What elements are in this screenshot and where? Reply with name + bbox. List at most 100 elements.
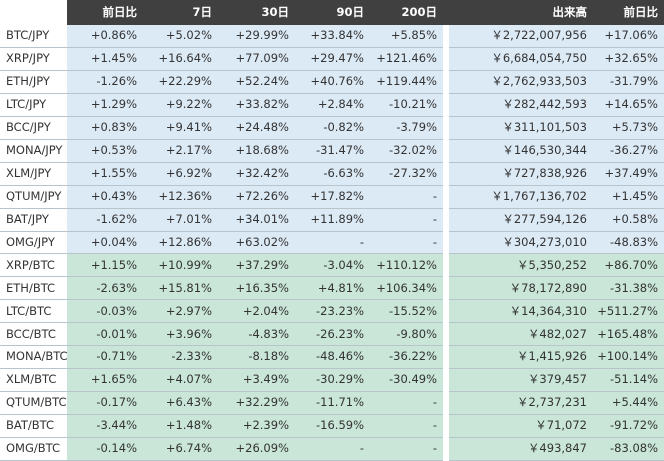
pair-name: BCC/JPY (0, 116, 67, 140)
value-cell: +29.99% (218, 25, 295, 48)
value-cell: -0.71% (67, 346, 143, 370)
value-cell: ￥6,684,054,750 (449, 47, 593, 71)
value-cell: -8.18% (218, 346, 295, 370)
value-cell: ￥146,530,344 (449, 139, 593, 163)
value-cell: +7.01% (143, 208, 218, 232)
value-cell: -48.83% (593, 231, 664, 255)
value-cell: ￥2,762,933,503 (449, 70, 593, 94)
gap (443, 47, 449, 71)
value-cell: ￥14,364,310 (449, 300, 593, 324)
pair-name: QTUM/JPY (0, 185, 67, 209)
value-cell: +14.65% (593, 93, 664, 117)
value-cell: -31.47% (295, 139, 370, 163)
value-cell: +26.09% (218, 438, 295, 461)
column-header: 前日比 (67, 0, 143, 25)
value-cell: - (370, 185, 443, 209)
gap (443, 93, 449, 117)
value-cell: +3.49% (218, 369, 295, 393)
value-cell: +1.15% (67, 254, 143, 278)
gap (443, 415, 449, 439)
value-cell: ￥1,767,136,702 (449, 185, 593, 209)
gap (443, 208, 449, 232)
value-cell: +6.43% (143, 392, 218, 416)
pair-name: BTC/JPY (0, 25, 67, 48)
gap (443, 185, 449, 209)
column-header: 出来高 (449, 0, 593, 25)
value-cell: -3.44% (67, 415, 143, 439)
value-cell: -30.49% (370, 369, 443, 393)
value-cell: -2.63% (67, 277, 143, 301)
value-cell: +63.02% (218, 231, 295, 255)
value-cell: - (370, 392, 443, 416)
value-cell: +2.84% (295, 93, 370, 117)
gap (443, 346, 449, 370)
value-cell: +1.45% (593, 185, 664, 209)
value-cell: +52.24% (218, 70, 295, 94)
value-cell: +2.97% (143, 300, 218, 324)
value-cell: -4.83% (218, 323, 295, 347)
value-cell: +32.65% (593, 47, 664, 71)
value-cell: +0.04% (67, 231, 143, 255)
value-cell: +5.44% (593, 392, 664, 416)
value-cell: - (370, 438, 443, 461)
pair-name: ETH/BTC (0, 277, 67, 301)
value-cell: ￥379,457 (449, 369, 593, 393)
value-cell: +37.29% (218, 254, 295, 278)
header-gap (443, 0, 449, 25)
value-cell: - (295, 231, 370, 255)
value-cell: -15.52% (370, 300, 443, 324)
pair-name: LTC/JPY (0, 93, 67, 117)
value-cell: +9.22% (143, 93, 218, 117)
value-cell: +4.07% (143, 369, 218, 393)
value-cell: -9.80% (370, 323, 443, 347)
pair-name: OMG/JPY (0, 231, 67, 255)
value-cell: -23.23% (295, 300, 370, 324)
column-header: 前日比 (593, 0, 664, 25)
gap (443, 139, 449, 163)
gap (443, 300, 449, 324)
value-cell: -3.79% (370, 116, 443, 140)
value-cell: +1.48% (143, 415, 218, 439)
gap (443, 323, 449, 347)
value-cell: ￥277,594,126 (449, 208, 593, 232)
value-cell: +6.74% (143, 438, 218, 461)
value-cell: -2.33% (143, 346, 218, 370)
column-header: 7日 (143, 0, 218, 25)
value-cell: -26.23% (295, 323, 370, 347)
value-cell: -30.29% (295, 369, 370, 393)
value-cell: +15.81% (143, 277, 218, 301)
value-cell: -36.27% (593, 139, 664, 163)
pair-name: MONA/JPY (0, 139, 67, 163)
value-cell: +33.84% (295, 25, 370, 48)
value-cell: +165.48% (593, 323, 664, 347)
pair-name: OMG/BTC (0, 438, 67, 461)
value-cell: +2.04% (218, 300, 295, 324)
value-cell: +2.17% (143, 139, 218, 163)
value-cell: +17.82% (295, 185, 370, 209)
value-cell: ￥2,722,007,956 (449, 25, 593, 48)
value-cell: +0.53% (67, 139, 143, 163)
value-cell: -6.63% (295, 162, 370, 186)
pair-name: XLM/BTC (0, 369, 67, 393)
value-cell: +16.35% (218, 277, 295, 301)
value-cell: +1.65% (67, 369, 143, 393)
value-cell: -31.79% (593, 70, 664, 94)
value-cell: +32.42% (218, 162, 295, 186)
value-cell: +29.47% (295, 47, 370, 71)
value-cell: ￥5,350,252 (449, 254, 593, 278)
value-cell: +11.89% (295, 208, 370, 232)
value-cell: -51.14% (593, 369, 664, 393)
value-cell: -11.71% (295, 392, 370, 416)
pair-name: LTC/BTC (0, 300, 67, 324)
value-cell: +4.81% (295, 277, 370, 301)
gap (443, 369, 449, 393)
pair-name: MONA/BTC (0, 346, 68, 370)
value-cell: -36.22% (370, 346, 443, 370)
value-cell: +9.41% (143, 116, 218, 140)
value-cell: +86.70% (593, 254, 664, 278)
value-cell: +5.85% (370, 25, 443, 48)
value-cell: -0.82% (295, 116, 370, 140)
value-cell: +10.99% (143, 254, 218, 278)
value-cell: +18.68% (218, 139, 295, 163)
